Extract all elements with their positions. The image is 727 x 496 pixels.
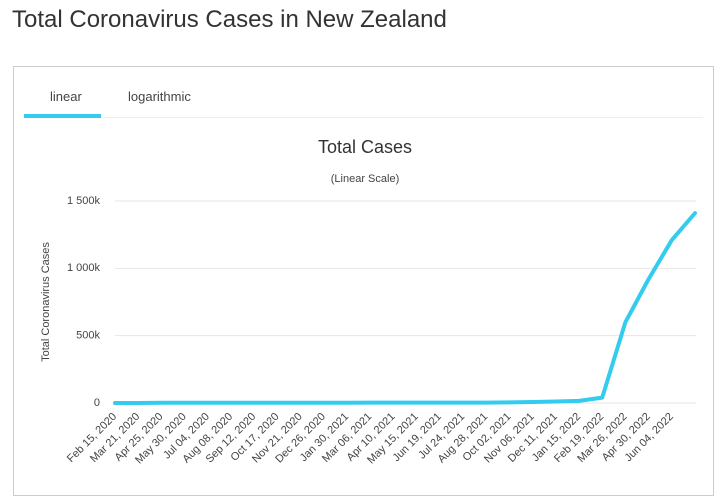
y-tick-label: 500k — [76, 330, 100, 342]
chart-subtitle: (Linear Scale) — [331, 173, 399, 185]
tab-linear[interactable]: linear — [50, 89, 82, 104]
line-series — [113, 211, 697, 405]
tab-separator — [24, 117, 703, 118]
y-tick-label: 1 500k — [67, 195, 101, 207]
chart-title: Total Cases — [318, 137, 412, 157]
y-axis-label: Total Coronavirus Cases — [40, 242, 52, 362]
tab-logarithmic[interactable]: logarithmic — [128, 89, 191, 104]
page-title: Total Coronavirus Cases in New Zealand — [12, 6, 447, 33]
active-tab-indicator — [24, 114, 101, 118]
y-tick-label: 1 000k — [67, 262, 101, 274]
y-tick-label: 0 — [94, 397, 100, 409]
